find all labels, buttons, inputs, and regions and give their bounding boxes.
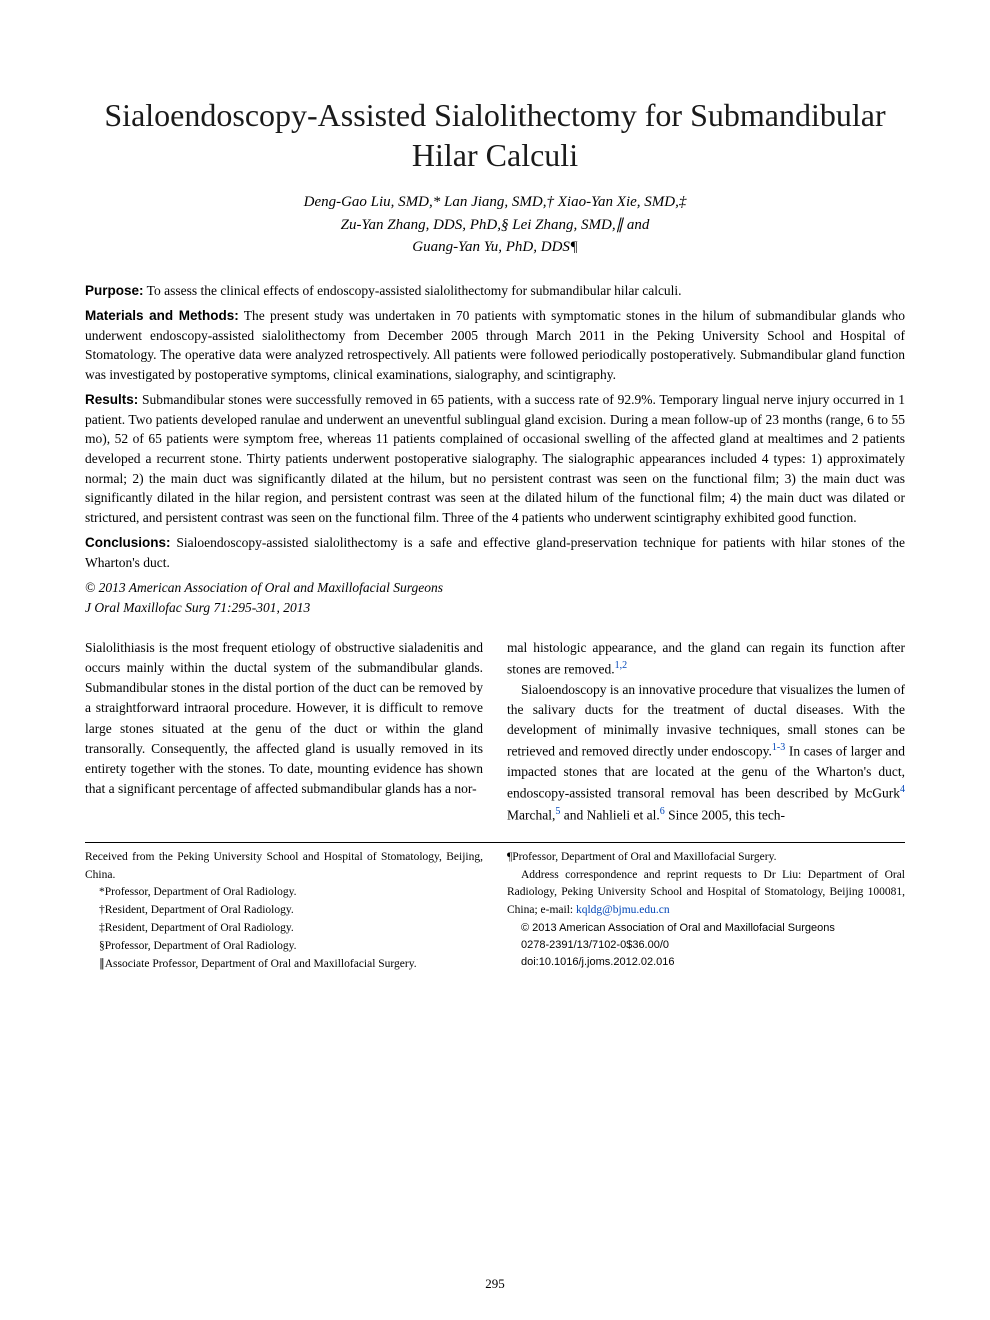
body-paragraph: Sialoendoscopy is an innovative procedur… xyxy=(507,680,905,826)
affiliation-line: §Professor, Department of Oral Radiology… xyxy=(85,938,483,956)
authors-line: Zu-Yan Zhang, DDS, PhD,§ Lei Zhang, SMD,… xyxy=(85,214,905,237)
body-text-run: Since 2005, this tech- xyxy=(665,808,785,823)
abstract-results: Results: Submandibular stones were succe… xyxy=(85,390,905,527)
abstract-footer: © 2013 American Association of Oral and … xyxy=(85,578,905,617)
affiliation-line: *Professor, Department of Oral Radiology… xyxy=(85,884,483,902)
affiliation-line: ‡Resident, Department of Oral Radiology. xyxy=(85,920,483,938)
reference-superscript[interactable]: 1-3 xyxy=(772,742,785,753)
body-text-run: mal histologic appearance, and the gland… xyxy=(507,640,905,677)
abstract: Purpose: To assess the clinical effects … xyxy=(85,281,905,618)
correspondence-line: Address correspondence and reprint reque… xyxy=(507,867,905,920)
doi-line: doi:10.1016/j.joms.2012.02.016 xyxy=(507,954,905,971)
affiliation-line: Received from the Peking University Scho… xyxy=(85,849,483,885)
affiliations-left: Received from the Peking University Scho… xyxy=(85,849,483,974)
reference-superscript[interactable]: 4 xyxy=(900,784,905,795)
abstract-text: To assess the clinical effects of endosc… xyxy=(147,283,682,298)
abstract-text: Sialoendoscopy-assisted sialolithectomy … xyxy=(85,535,905,570)
affiliations-right: ¶Professor, Department of Oral and Maxil… xyxy=(507,849,905,974)
copyright-line: © 2013 American Association of Oral and … xyxy=(85,578,905,598)
authors-line: Deng-Gao Liu, SMD,* Lan Jiang, SMD,† Xia… xyxy=(85,191,905,214)
abstract-methods: Materials and Methods: The present study… xyxy=(85,306,905,384)
abstract-label: Materials and Methods: xyxy=(85,308,239,323)
affiliation-line: ¶Professor, Department of Oral and Maxil… xyxy=(507,849,905,867)
abstract-conclusions: Conclusions: Sialoendoscopy-assisted sia… xyxy=(85,533,905,572)
footer-rule xyxy=(85,842,905,843)
body-paragraph: Sialolithiasis is the most frequent etio… xyxy=(85,638,483,800)
citation-line: J Oral Maxillofac Surg 71:295-301, 2013 xyxy=(85,598,905,618)
abstract-label: Results: xyxy=(85,392,138,407)
abstract-label: Purpose: xyxy=(85,283,144,298)
issn-line: 0278-2391/13/7102-0$36.00/0 xyxy=(507,937,905,954)
correspondence-text: Address correspondence and reprint reque… xyxy=(507,869,905,917)
article-title: Sialoendoscopy-Assisted Sialolithectomy … xyxy=(85,95,905,175)
abstract-purpose: Purpose: To assess the clinical effects … xyxy=(85,281,905,301)
page-number: 295 xyxy=(0,1276,990,1292)
body-text: Sialolithiasis is the most frequent etio… xyxy=(85,638,905,826)
column-left: Sialolithiasis is the most frequent etio… xyxy=(85,638,483,826)
authors-line: Guang-Yan Yu, PhD, DDS¶ xyxy=(85,236,905,259)
affiliations: Received from the Peking University Scho… xyxy=(85,849,905,974)
body-paragraph: mal histologic appearance, and the gland… xyxy=(507,638,905,680)
body-text-run: and Nahlieli et al. xyxy=(560,808,659,823)
email-link[interactable]: kqldg@bjmu.edu.cn xyxy=(576,904,670,916)
body-text-run: Marchal, xyxy=(507,808,555,823)
reference-superscript[interactable]: 1,2 xyxy=(615,660,628,671)
abstract-label: Conclusions: xyxy=(85,535,171,550)
affiliation-line: †Resident, Department of Oral Radiology. xyxy=(85,902,483,920)
authors-block: Deng-Gao Liu, SMD,* Lan Jiang, SMD,† Xia… xyxy=(85,191,905,259)
copyright-small: © 2013 American Association of Oral and … xyxy=(507,920,905,937)
column-right: mal histologic appearance, and the gland… xyxy=(507,638,905,826)
affiliation-line: ∥Associate Professor, Department of Oral… xyxy=(85,956,483,974)
abstract-text: Submandibular stones were successfully r… xyxy=(85,392,905,524)
